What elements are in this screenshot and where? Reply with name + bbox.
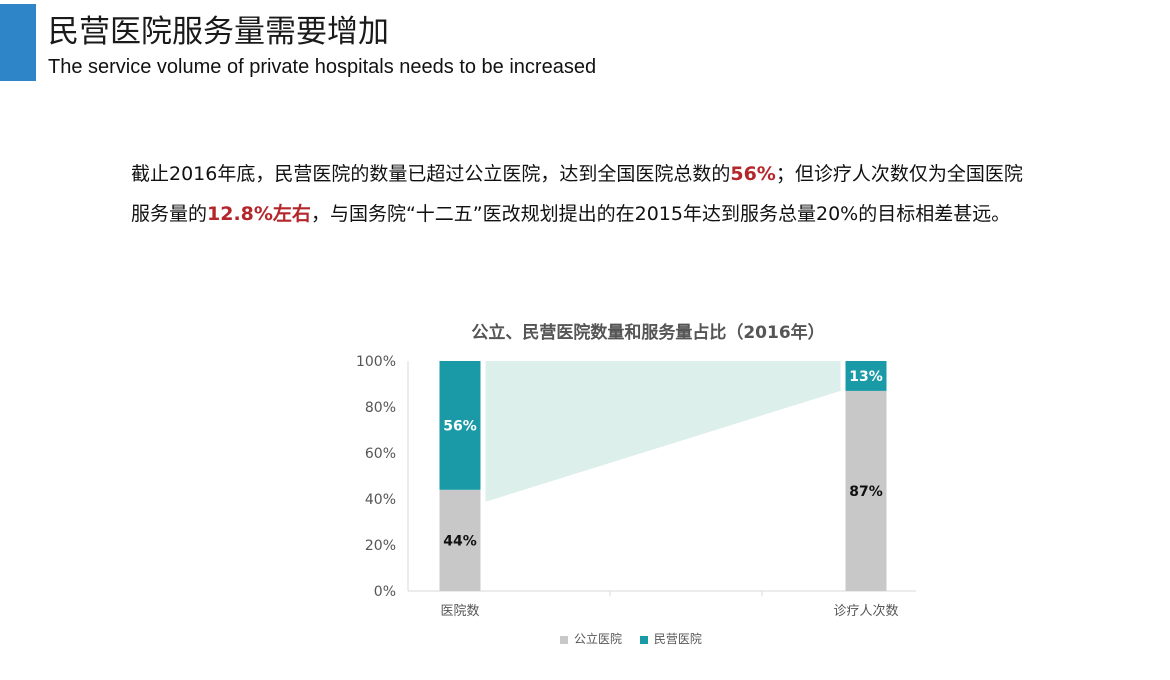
legend-label-private: 民营医院 <box>653 632 702 646</box>
body-paragraph: 截止2016年底，民营医院的数量已超过公立医院，达到全国医院总数的56%；但诊疗… <box>131 154 1161 234</box>
legend-swatch-public <box>560 635 568 644</box>
y-tick-label: 0% <box>374 584 396 600</box>
y-tick-label: 60% <box>365 446 396 462</box>
legend-swatch-private <box>639 635 648 644</box>
accent-bar <box>0 4 36 81</box>
bar-private-1 <box>845 361 887 391</box>
body-text-4: ，与国务院“十二五”医改规划提出的在2015年达到服务总量20%的目标相差甚远。 <box>310 203 1011 225</box>
x-category-label: 医院数 <box>440 604 479 619</box>
body-text-1: 截止2016年底，民营医院的数量已超过公立医院，达到全国医院总数的 <box>131 163 731 185</box>
data-label: 13% <box>849 369 883 385</box>
legend-item-public: 公立医院 <box>560 632 626 646</box>
chart-legend: 公立医院 民营医院 <box>560 630 716 647</box>
y-tick-label: 40% <box>365 492 396 508</box>
legend-label-public: 公立医院 <box>574 632 623 646</box>
body-text-2: ；但诊疗人次数仅为全国医院 <box>775 163 1023 185</box>
data-label: 44% <box>443 533 477 549</box>
y-tick-label: 80% <box>365 400 396 416</box>
data-label: 87% <box>849 484 883 500</box>
data-label: 56% <box>443 418 477 434</box>
y-tick-label: 20% <box>365 538 396 554</box>
highlight-56: 56% <box>730 163 776 185</box>
highlight-12-8: 12.8%左右 <box>207 203 311 225</box>
bar-public-0 <box>439 489 481 591</box>
y-tick-label: 100% <box>356 354 396 370</box>
bar-private-0 <box>439 361 481 490</box>
page-title: 民营医院服务量需要增加 <box>48 14 389 50</box>
connector-band <box>485 361 841 502</box>
legend-item-private: 民营医院 <box>639 632 702 646</box>
x-category-label: 诊疗人次数 <box>833 603 898 619</box>
bar-public-1 <box>845 390 887 591</box>
page-subtitle: The service volume of private hospitals … <box>48 56 597 78</box>
body-text-3: 服务量的 <box>131 203 208 225</box>
chart-title: 公立、民营医院数量和服务量占比（2016年） <box>471 323 825 343</box>
